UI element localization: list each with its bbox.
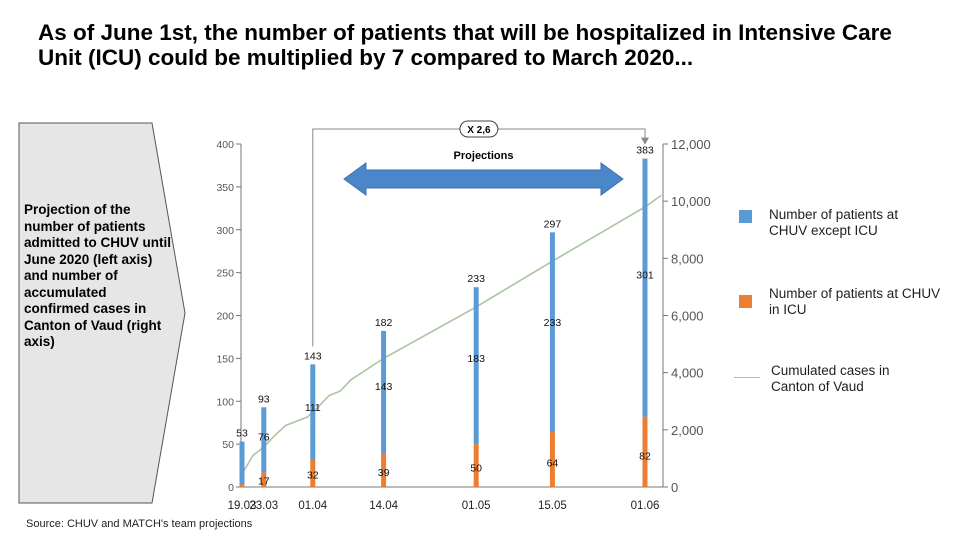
bar-non-icu [310,364,316,460]
bar-non-icu [549,232,555,433]
non-icu-label: 301 [636,270,654,282]
total-label: 53 [236,428,248,440]
left-tick-label: 200 [216,311,234,323]
x-tick-label: 23.03 [249,500,278,512]
bar-non-icu [261,407,267,473]
legend-item-blue: Number of patients at CHUV except ICU [769,207,899,238]
bar-icu [381,453,387,487]
left-tick-label: 300 [216,225,234,237]
left-tick-label: 50 [222,439,234,451]
total-label: 93 [258,393,270,405]
page-title: As of June 1st, the number of patients t… [38,20,892,70]
multiplier-badge [459,120,499,138]
projections-arrow [343,162,624,196]
right-tick-label: 10,000 [671,194,711,209]
non-icu-label: 111 [305,402,321,414]
icu-label: 82 [639,450,651,462]
cumulative-cases-line [241,194,662,475]
icu-label: 39 [378,467,390,479]
right-tick-label: 2,000 [671,423,704,438]
total-label: 233 [467,273,485,285]
total-label: 383 [636,145,654,157]
non-icu-label: 76 [258,432,270,444]
legend-line-sample [734,377,760,378]
icu-label: 17 [258,475,270,487]
x-tick-label: 01.05 [462,500,491,512]
non-icu-label: 233 [544,317,562,329]
right-tick-label: 6,000 [671,309,704,324]
x-tick-label: 19.03 [228,500,257,512]
total-label: 297 [544,218,562,230]
callout-arrow-box [18,122,186,504]
bar-icu [261,472,267,487]
icu-label: 64 [547,457,559,469]
right-tick-label: 12,000 [671,137,711,152]
bar-non-icu [381,330,387,454]
non-icu-label: 183 [467,353,485,365]
icu-label: 50 [470,463,482,475]
bar-icu [549,432,555,487]
bar-non-icu [473,287,479,445]
left-tick-label: 0 [228,482,234,494]
multiplier-label: X 2,6 [467,125,491,136]
bar-icu [473,444,479,487]
bar-non-icu [642,158,648,417]
x-tick-label: 01.04 [298,500,327,512]
bar-icu [310,459,316,487]
non-icu-label: 143 [375,381,393,393]
right-tick-label: 8,000 [671,251,704,266]
right-tick-label: 4,000 [671,366,704,381]
total-label: 182 [375,317,393,329]
callout-text: Projection of the number of patients adm… [24,202,171,349]
source-note: Source: CHUV and MATCH's team projection… [26,518,253,530]
projections-label: Projections [454,150,514,162]
left-tick-label: 350 [216,182,234,194]
left-tick-label: 150 [216,353,234,365]
bar-non-icu [239,441,245,485]
legend-swatch-orange [739,295,752,308]
multiplier-arrowhead [641,137,649,145]
left-tick-label: 400 [216,139,234,151]
x-tick-label: 01.06 [631,500,660,512]
legend-swatch-blue [739,210,752,223]
right-tick-label: 0 [671,480,678,495]
legend-item-line: Cumulated cases in Canton of Vaud [771,363,890,394]
total-label: 143 [304,350,322,362]
icu-label: 32 [307,470,319,482]
bar-icu [239,484,245,487]
left-tick-label: 100 [216,396,234,408]
bar-icu [642,416,648,487]
x-tick-label: 14.04 [369,500,398,512]
legend-item-orange: Number of patients at CHUV in ICU [769,286,941,317]
x-tick-label: 15.05 [538,500,567,512]
left-tick-label: 250 [216,268,234,280]
